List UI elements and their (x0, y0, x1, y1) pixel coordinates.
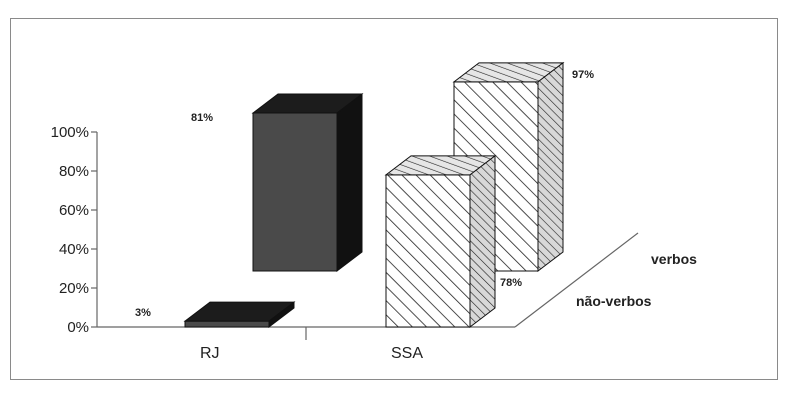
bar-rj-nao-verbos (183, 301, 296, 329)
category-label-rj: RJ (200, 345, 220, 362)
bar-front-face (252, 112, 338, 272)
bar-front-face (385, 174, 471, 328)
y-ticks: 100% 80% 60% 40% 20% 0% (51, 124, 97, 336)
series-label-nao-verbos: não-verbos (576, 293, 652, 309)
bar-side-face (469, 154, 496, 329)
bar-side-face (336, 93, 363, 273)
data-label-rj-nao-verbos: 3% (135, 307, 151, 319)
data-label-ssa-verbos: 97% (572, 69, 594, 81)
y-tick-label: 100% (51, 124, 89, 141)
category-label-ssa: SSA (391, 345, 423, 362)
series-label-verbos: verbos (651, 251, 697, 267)
bars (183, 61, 565, 329)
bar-side-face (268, 301, 295, 329)
y-tick-label: 80% (59, 163, 89, 180)
y-tick-label: 60% (59, 202, 89, 219)
bar-rj-verbos (251, 93, 364, 273)
bar-side-face (537, 61, 564, 273)
bar-front-face (184, 320, 270, 328)
data-label-ssa-nao-verbos: 78% (500, 277, 522, 289)
y-tick-label: 40% (59, 241, 89, 258)
bar-ssa-nao-verbos (384, 154, 497, 329)
labels: RJ SSA verbos não-verbos 3% 78% 81% 97% (135, 69, 697, 362)
y-tick-label: 20% (59, 280, 89, 297)
depth-axis-line (514, 232, 639, 328)
y-tick-label: 0% (67, 319, 89, 336)
data-label-rj-verbos: 81% (191, 112, 213, 124)
